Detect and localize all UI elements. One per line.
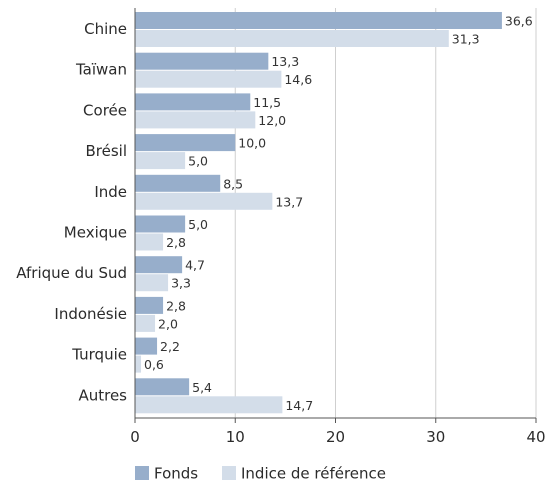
legend-swatch-fonds — [135, 466, 149, 480]
x-axis: 0 10 20 30 40 — [130, 8, 546, 446]
bar-fonds — [135, 134, 236, 152]
bar-fonds — [135, 215, 186, 233]
x-tick-label: 10 — [226, 428, 245, 446]
value-label: 8,5 — [223, 176, 243, 191]
value-label: 13,3 — [271, 54, 299, 69]
value-label: 3,3 — [171, 276, 191, 291]
x-tick-label: 30 — [426, 428, 445, 446]
bar-fonds — [135, 256, 183, 274]
bar-indice — [135, 30, 449, 47]
value-label: 2,8 — [166, 298, 186, 313]
category-labels: Chine Taïwan Corée Brésil Inde Mexique Afrique… — [16, 20, 127, 404]
category-label: Corée — [83, 101, 127, 119]
bar-indice — [135, 192, 273, 210]
bar-indice — [135, 152, 186, 170]
value-label: 5,0 — [188, 217, 208, 232]
bar-indice — [135, 355, 142, 373]
bar-indice — [135, 70, 282, 88]
legend-label: Indice de référence — [241, 465, 386, 483]
x-tick-label: 0 — [130, 428, 140, 446]
bar-fonds — [135, 296, 164, 314]
value-label: 5,0 — [188, 154, 208, 169]
bar-indice — [135, 396, 283, 414]
category-label: Chine — [84, 20, 127, 38]
bar-fonds — [135, 52, 269, 70]
value-label: 11,5 — [253, 95, 281, 110]
x-tick-label: 40 — [526, 428, 545, 446]
value-label: 2,8 — [166, 235, 186, 250]
bar-fonds — [135, 174, 221, 192]
category-label: Autres — [78, 386, 127, 404]
value-label: 14,6 — [284, 72, 312, 87]
value-label: 31,3 — [452, 32, 480, 47]
legend-swatch-indice — [222, 466, 236, 480]
category-label: Brésil — [85, 142, 127, 160]
legend-label: Fonds — [154, 465, 198, 483]
value-label: 2,0 — [158, 316, 178, 331]
bar-indice — [135, 274, 169, 292]
category-label: Taïwan — [75, 61, 127, 79]
value-label: 36,6 — [505, 14, 533, 29]
value-label: 14,7 — [285, 398, 313, 413]
value-label: 2,2 — [160, 339, 180, 354]
value-label: 13,7 — [275, 194, 303, 209]
value-labels: 36,6 31,3 13,3 14,611,5 12,0 10,0 5,0 8,5 13,7 5,… — [144, 14, 533, 413]
legend: Fonds Indice de référence — [135, 465, 386, 483]
category-label: Turquie — [71, 346, 127, 364]
bar-indice — [135, 314, 156, 332]
value-label: 4,7 — [185, 258, 205, 273]
value-label: 0,6 — [144, 357, 164, 372]
bars — [135, 12, 502, 414]
category-label: Indonésie — [54, 305, 127, 323]
bar-indice — [135, 111, 256, 129]
category-label: Afrique du Sud — [16, 264, 127, 282]
x-tick-label: 20 — [326, 428, 345, 446]
gridlines — [234, 8, 537, 418]
value-label: 12,0 — [258, 113, 286, 128]
category-label: Mexique — [64, 224, 127, 242]
bar-fonds — [135, 12, 502, 29]
value-label: 10,0 — [238, 136, 266, 151]
bar-fonds — [135, 378, 190, 396]
bar-fonds — [135, 93, 251, 111]
bar-fonds — [135, 337, 158, 355]
value-label: 5,4 — [192, 380, 212, 395]
category-label: Inde — [94, 183, 127, 201]
bar-indice — [135, 233, 164, 251]
